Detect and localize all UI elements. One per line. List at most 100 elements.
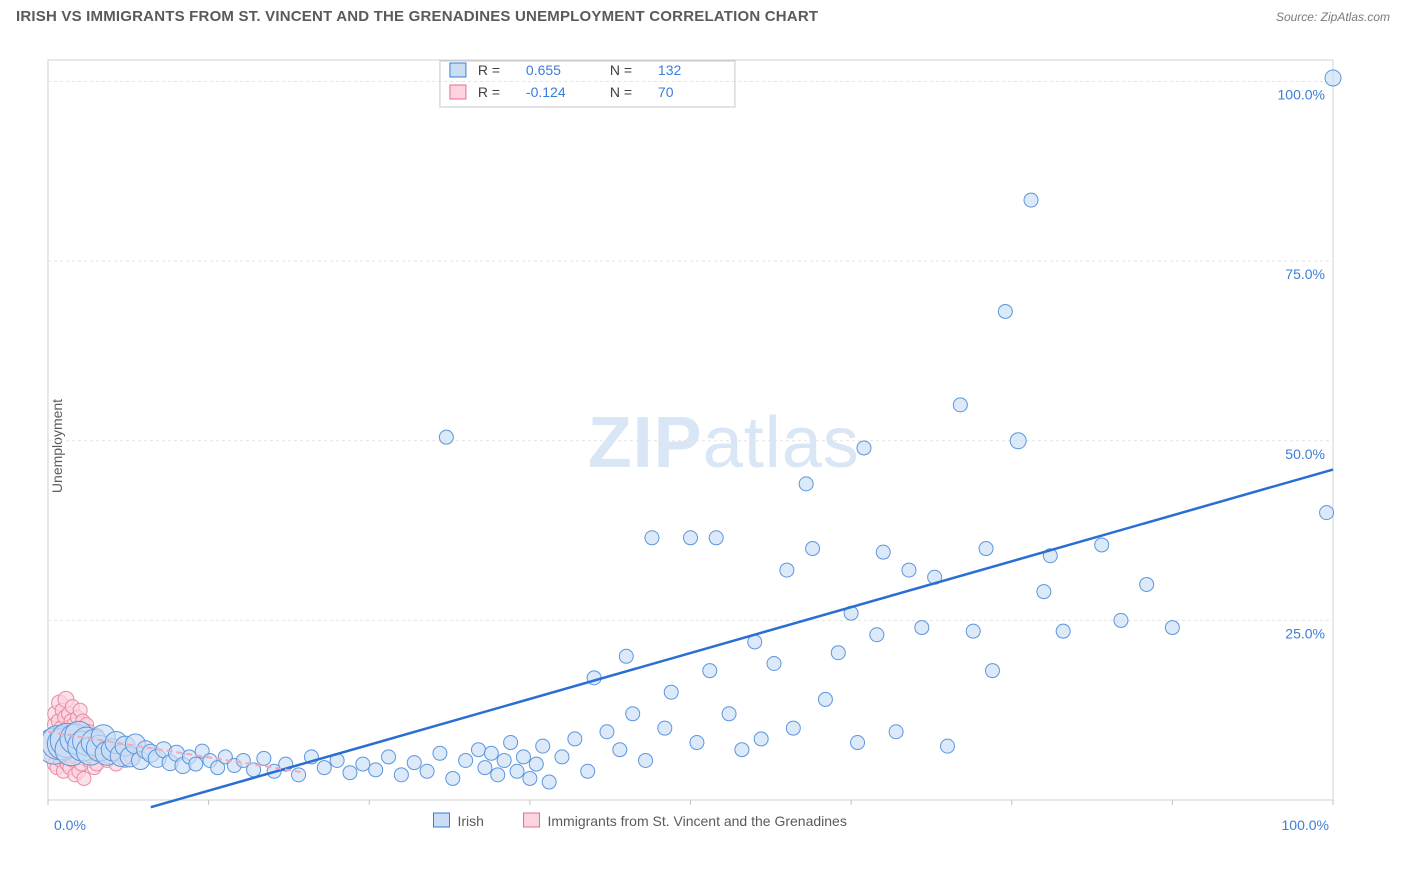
- data-point: [1037, 585, 1051, 599]
- data-point: [555, 750, 569, 764]
- legend-swatch: [434, 813, 450, 827]
- data-point: [851, 736, 865, 750]
- scatter-chart: 25.0% 50.0% 75.0% 100.0% 0.0% 100.0% ZIPatlas R…: [43, 40, 1393, 840]
- legend-swatch: [450, 85, 466, 99]
- data-point: [471, 743, 485, 757]
- data-point: [626, 707, 640, 721]
- data-point: [510, 764, 524, 778]
- data-point: [941, 739, 955, 753]
- data-point: [394, 768, 408, 782]
- data-point: [536, 739, 550, 753]
- data-point: [478, 761, 492, 775]
- data-point: [998, 304, 1012, 318]
- legend-label: Irish: [458, 813, 484, 829]
- data-point: [735, 743, 749, 757]
- data-point: [600, 725, 614, 739]
- data-point: [446, 771, 460, 785]
- data-point: [1325, 70, 1341, 86]
- data-point: [542, 775, 556, 789]
- data-point: [658, 721, 672, 735]
- data-point: [529, 757, 543, 771]
- data-point: [664, 685, 678, 699]
- data-point: [369, 763, 383, 777]
- data-point: [491, 768, 505, 782]
- data-point: [966, 624, 980, 638]
- data-point: [722, 707, 736, 721]
- data-point: [523, 771, 537, 785]
- data-point: [902, 563, 916, 577]
- chart-source: Source: ZipAtlas.com: [1276, 10, 1390, 24]
- ytick-label: 75.0%: [1285, 266, 1325, 282]
- data-point: [1165, 621, 1179, 635]
- data-point: [876, 545, 890, 559]
- xtick-label: 100.0%: [1282, 817, 1329, 833]
- data-point: [780, 563, 794, 577]
- data-point: [690, 736, 704, 750]
- data-point: [806, 542, 820, 556]
- data-point: [754, 732, 768, 746]
- data-point: [581, 764, 595, 778]
- chart-title: IRISH VS IMMIGRANTS FROM ST. VINCENT AND…: [16, 8, 818, 25]
- chart-svg: 25.0% 50.0% 75.0% 100.0% 0.0% 100.0% ZIPatlas R…: [43, 40, 1393, 880]
- legend-n-label: N =: [610, 84, 632, 100]
- ytick-label: 25.0%: [1285, 625, 1325, 641]
- data-point: [433, 746, 447, 760]
- legend-swatch: [450, 63, 466, 77]
- data-point: [77, 771, 91, 785]
- legend-swatch: [524, 813, 540, 827]
- data-point: [979, 542, 993, 556]
- ytick-label: 50.0%: [1285, 446, 1325, 462]
- data-point: [1010, 433, 1026, 449]
- data-point: [407, 756, 421, 770]
- data-point: [767, 656, 781, 670]
- data-point: [516, 750, 530, 764]
- data-point: [1056, 624, 1070, 638]
- data-point: [818, 692, 832, 706]
- legend-n-label: N =: [610, 62, 632, 78]
- data-point: [1095, 538, 1109, 552]
- data-point: [870, 628, 884, 642]
- data-point: [292, 768, 306, 782]
- legend-n-value: 70: [658, 84, 674, 100]
- data-point: [459, 753, 473, 767]
- data-point: [504, 736, 518, 750]
- legend-n-value: 132: [658, 62, 682, 78]
- data-point: [1140, 577, 1154, 591]
- legend-r-value: -0.124: [526, 84, 566, 100]
- data-point: [639, 753, 653, 767]
- data-point: [709, 531, 723, 545]
- data-point: [356, 757, 370, 771]
- data-point: [257, 751, 271, 765]
- data-point: [786, 721, 800, 735]
- watermark: ZIPatlas: [588, 403, 860, 483]
- data-point: [613, 743, 627, 757]
- data-point: [189, 757, 203, 771]
- data-point: [1114, 613, 1128, 627]
- data-point: [703, 664, 717, 678]
- data-point: [1024, 193, 1038, 207]
- data-point: [684, 531, 698, 545]
- data-point: [420, 764, 434, 778]
- data-point: [382, 750, 396, 764]
- data-point: [889, 725, 903, 739]
- legend-r-label: R =: [478, 62, 500, 78]
- legend-r-value: 0.655: [526, 62, 561, 78]
- data-point: [619, 649, 633, 663]
- legend-label: Immigrants from St. Vincent and the Gren…: [548, 813, 847, 829]
- data-point: [857, 441, 871, 455]
- data-point: [915, 621, 929, 635]
- data-point: [568, 732, 582, 746]
- xtick-label: 0.0%: [54, 817, 86, 833]
- ytick-label: 100.0%: [1278, 87, 1325, 103]
- data-point: [985, 664, 999, 678]
- data-point: [831, 646, 845, 660]
- data-point: [439, 430, 453, 444]
- legend-r-label: R =: [478, 84, 500, 100]
- data-point: [343, 766, 357, 780]
- chart-header: IRISH VS IMMIGRANTS FROM ST. VINCENT AND…: [0, 0, 1406, 29]
- data-point: [484, 746, 498, 760]
- data-point: [497, 753, 511, 767]
- data-point: [645, 531, 659, 545]
- data-point: [1320, 506, 1334, 520]
- data-point: [953, 398, 967, 412]
